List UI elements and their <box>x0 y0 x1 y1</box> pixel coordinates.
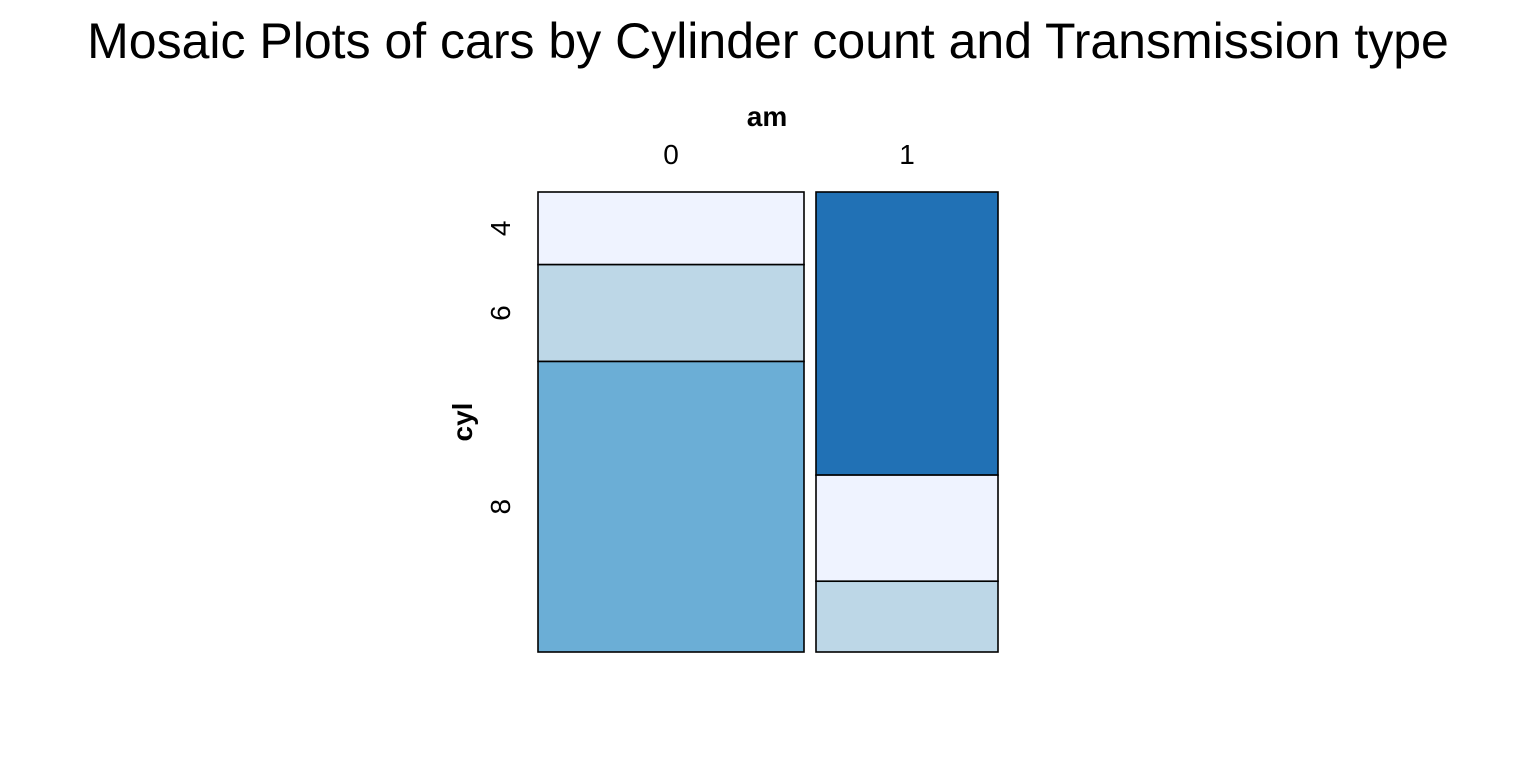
row-tick-label: 8 <box>485 499 516 515</box>
row-tick-label: 4 <box>485 221 516 237</box>
row-tick-labels: 4 6 8 <box>485 221 516 515</box>
row-tick-label: 6 <box>485 305 516 321</box>
mosaic-cell-am0-row3 <box>537 360 805 653</box>
chart-title: Mosaic Plots of cars by Cylinder count a… <box>87 13 1449 69</box>
y-axis-label: cyl <box>447 403 478 442</box>
mosaic-cell-am1-row1 <box>815 191 999 476</box>
x-axis-label: am <box>747 101 787 132</box>
mosaic-cell-am1-row3 <box>815 580 999 653</box>
mosaic-cell-am0-row2 <box>537 263 805 363</box>
mosaic-cells <box>537 191 999 653</box>
column-tick-label: 1 <box>899 139 915 170</box>
mosaic-cell-am1-row2 <box>815 474 999 583</box>
column-tick-label: 0 <box>663 139 679 170</box>
mosaic-cell-am0-row1 <box>537 191 805 266</box>
